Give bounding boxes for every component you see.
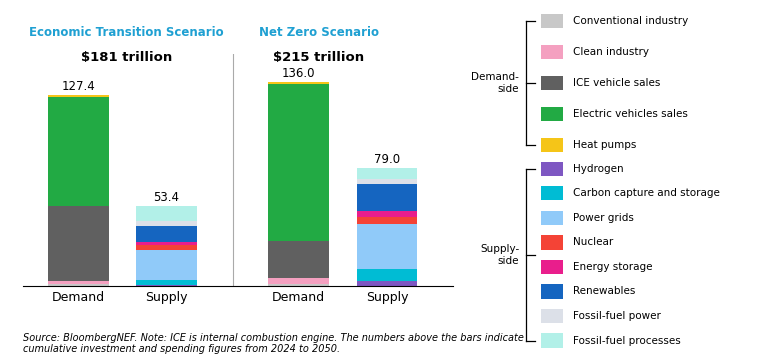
Bar: [541, 14, 563, 28]
Bar: [48, 97, 108, 206]
Text: 79.0: 79.0: [374, 153, 400, 165]
Bar: [541, 211, 563, 225]
Text: Fossil-fuel power: Fossil-fuel power: [573, 311, 660, 321]
Bar: [541, 107, 563, 121]
Text: 136.0: 136.0: [282, 67, 316, 80]
Bar: [48, 281, 108, 284]
Text: Economic Transition Scenario: Economic Transition Scenario: [29, 26, 224, 39]
Bar: [136, 221, 197, 226]
Text: Source: BloombergNEF. Note: ICE is internal combustion engine. The numbers above: Source: BloombergNEF. Note: ICE is inter…: [23, 333, 524, 354]
Bar: [356, 211, 417, 217]
Bar: [541, 284, 563, 299]
Bar: [268, 82, 329, 84]
Text: 53.4: 53.4: [154, 191, 180, 204]
Bar: [541, 236, 563, 250]
Text: Hydrogen: Hydrogen: [573, 164, 624, 174]
Text: Clean industry: Clean industry: [573, 47, 649, 57]
Bar: [356, 281, 417, 286]
Bar: [356, 269, 417, 281]
Text: Nuclear: Nuclear: [573, 237, 613, 247]
Bar: [136, 280, 197, 285]
Bar: [541, 260, 563, 274]
Bar: [541, 76, 563, 90]
Bar: [268, 284, 329, 286]
Bar: [541, 309, 563, 323]
Bar: [356, 224, 417, 269]
Text: $215 trillion: $215 trillion: [273, 51, 364, 64]
Bar: [136, 285, 197, 286]
Bar: [268, 84, 329, 241]
Bar: [356, 179, 417, 184]
Text: Energy storage: Energy storage: [573, 262, 652, 272]
Bar: [541, 333, 563, 348]
Bar: [268, 278, 329, 284]
Bar: [136, 226, 197, 242]
Bar: [541, 162, 563, 176]
Bar: [541, 45, 563, 59]
Text: $181 trillion: $181 trillion: [81, 51, 172, 64]
Bar: [356, 184, 417, 211]
Bar: [48, 95, 108, 97]
Text: Net Zero Scenario: Net Zero Scenario: [259, 26, 379, 39]
Text: Power grids: Power grids: [573, 213, 634, 223]
Bar: [356, 217, 417, 224]
Text: Demand-
side: Demand- side: [472, 72, 519, 94]
Bar: [136, 250, 197, 280]
Bar: [356, 168, 417, 179]
Bar: [268, 241, 329, 278]
Text: Supply-
side: Supply- side: [480, 244, 519, 266]
Bar: [136, 242, 197, 245]
Bar: [136, 206, 197, 221]
Bar: [541, 187, 563, 200]
Text: 127.4: 127.4: [61, 80, 95, 93]
Bar: [48, 284, 108, 286]
Text: Heat pumps: Heat pumps: [573, 140, 636, 150]
Text: ICE vehicle sales: ICE vehicle sales: [573, 78, 660, 88]
Bar: [541, 138, 563, 153]
Text: Renewables: Renewables: [573, 286, 635, 296]
Text: Electric vehicles sales: Electric vehicles sales: [573, 109, 687, 119]
Bar: [48, 206, 108, 281]
Text: Fossil-fuel processes: Fossil-fuel processes: [573, 335, 680, 345]
Bar: [136, 245, 197, 250]
Text: Carbon capture and storage: Carbon capture and storage: [573, 188, 720, 198]
Text: Conventional industry: Conventional industry: [573, 16, 688, 26]
